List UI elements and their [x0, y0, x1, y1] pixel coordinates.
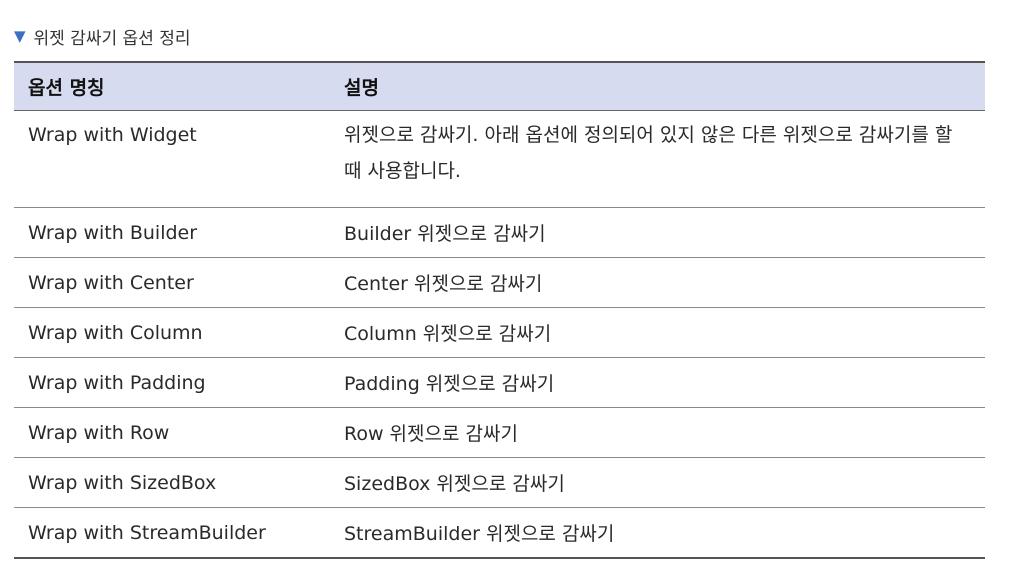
options-table: 옵션 명칭 설명 Wrap with Widget 위젯으로 감싸기. 아래 옵… [14, 61, 985, 559]
down-triangle-icon: ▼ [14, 26, 26, 45]
table-row: Wrap with Padding Padding 위젯으로 감싸기 [14, 357, 985, 408]
table-row: Wrap with Widget 위젯으로 감싸기. 아래 옵션에 정의되어 있… [14, 110, 985, 208]
option-name: Wrap with Builder [14, 207, 330, 258]
option-description: Padding 위젯으로 감싸기 [330, 357, 985, 408]
option-description: Column 위젯으로 감싸기 [330, 307, 985, 358]
table-row: Wrap with Column Column 위젯으로 감싸기 [14, 307, 985, 358]
header-option-name: 옵션 명칭 [28, 77, 105, 99]
option-name: Wrap with Padding [14, 357, 330, 408]
table-header-row: 옵션 명칭 설명 [14, 62, 985, 111]
option-description: Center 위젯으로 감싸기 [330, 257, 985, 308]
option-name: Wrap with Column [14, 307, 330, 358]
option-description: SizedBox 위젯으로 감싸기 [330, 457, 985, 508]
option-name: Wrap with SizedBox [14, 457, 330, 508]
option-name: Wrap with StreamBuilder [14, 507, 330, 559]
table-row: Wrap with Center Center 위젯으로 감싸기 [14, 257, 985, 308]
table-row: Wrap with StreamBuilder StreamBuilder 위젯… [14, 507, 985, 559]
table-caption: ▼ 위젯 감싸기 옵션 정리 [14, 24, 191, 49]
caption-text: 위젯 감싸기 옵션 정리 [33, 28, 191, 49]
option-description: Builder 위젯으로 감싸기 [330, 207, 985, 258]
option-name: Wrap with Widget [14, 110, 330, 208]
table-row: Wrap with Row Row 위젯으로 감싸기 [14, 407, 985, 458]
option-name: Wrap with Center [14, 257, 330, 308]
option-description: StreamBuilder 위젯으로 감싸기 [330, 507, 985, 559]
header-description: 설명 [344, 77, 379, 99]
table-row: Wrap with Builder Builder 위젯으로 감싸기 [14, 207, 985, 258]
option-description: Row 위젯으로 감싸기 [330, 407, 985, 458]
option-description: 위젯으로 감싸기. 아래 옵션에 정의되어 있지 않은 다른 위젯으로 감싸기를… [330, 110, 985, 208]
option-name: Wrap with Row [14, 407, 330, 458]
table-row: Wrap with SizedBox SizedBox 위젯으로 감싸기 [14, 457, 985, 508]
